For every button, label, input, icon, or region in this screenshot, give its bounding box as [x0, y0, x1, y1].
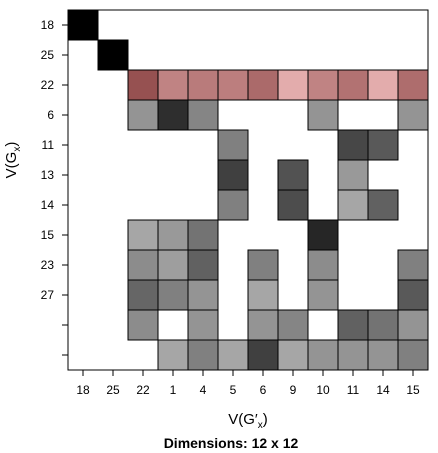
heatmap-cell — [217, 129, 249, 161]
heatmap-cell — [337, 309, 369, 341]
heatmap-cell — [187, 279, 219, 311]
heatmap-cell — [247, 69, 279, 101]
heatmap-cell — [127, 99, 159, 131]
heatmap-cell — [157, 249, 189, 281]
x-tick-label: 11 — [347, 383, 360, 397]
y-tick-label: 13 — [41, 168, 55, 182]
heatmap-cell — [277, 159, 309, 191]
heatmap-cell — [247, 339, 279, 371]
heatmap-cell — [337, 189, 369, 221]
heatmap-cell — [397, 279, 429, 311]
x-tick-label: 18 — [76, 383, 90, 397]
heatmap-cell — [127, 219, 159, 251]
x-tick-label: 25 — [106, 383, 120, 397]
heatmap-cell — [247, 309, 279, 341]
heatmap-cell — [247, 279, 279, 311]
heatmap-cell — [397, 69, 429, 101]
y-tick-label: 18 — [41, 18, 55, 32]
plot-frame — [67, 9, 429, 371]
heatmap-cell — [307, 99, 339, 131]
x-tick-label: 10 — [316, 383, 330, 397]
y-tick-label: 6 — [47, 108, 54, 122]
heatmap-cell — [337, 69, 369, 101]
heatmap-cell — [277, 189, 309, 221]
x-tick-label: 22 — [136, 383, 150, 397]
x-tick-label: 14 — [376, 383, 390, 397]
heatmap-cell — [397, 249, 429, 281]
heatmap-cell — [127, 69, 159, 101]
heatmap-cell — [157, 279, 189, 311]
heatmap-cell — [307, 339, 339, 371]
heatmap-cell — [127, 249, 159, 281]
y-tick-label: 14 — [41, 198, 55, 212]
x-tick-label: 6 — [260, 383, 267, 397]
heatmap-cell — [397, 309, 429, 341]
x-tick-label: 4 — [200, 383, 207, 397]
heatmap-cell — [307, 279, 339, 311]
heatmap-cell — [187, 309, 219, 341]
y-tick-label: 27 — [41, 288, 55, 302]
heatmap-cell — [337, 339, 369, 371]
heatmap-cell — [217, 189, 249, 221]
x-tick-label: 1 — [170, 383, 177, 397]
heatmap-cell — [397, 99, 429, 131]
heatmap-cell — [187, 339, 219, 371]
heatmap-cell — [157, 219, 189, 251]
heatmap-cell — [247, 249, 279, 281]
heatmap-cell — [157, 339, 189, 371]
heatmap-cell — [157, 69, 189, 101]
x-tick-label: 5 — [230, 383, 237, 397]
y-tick-label: 23 — [41, 258, 55, 272]
heatmap-cell — [217, 339, 249, 371]
heatmap-cell — [307, 219, 339, 251]
x-tick-label: 15 — [406, 383, 420, 397]
heatmap-cell — [187, 249, 219, 281]
heatmap-cell — [217, 159, 249, 191]
heatmap-cell — [337, 159, 369, 191]
heatmap-cell — [367, 69, 399, 101]
heatmap-cell — [307, 69, 339, 101]
heatmap-cell — [337, 129, 369, 161]
y-tick-label: 15 — [41, 228, 55, 242]
heatmap-cell — [67, 9, 99, 41]
heatmap-cell — [187, 69, 219, 101]
heatmap-cell — [157, 99, 189, 131]
x-axis-label: V(G′x) — [228, 411, 267, 431]
heatmap-cell — [277, 309, 309, 341]
y-tick-label: 11 — [42, 138, 55, 152]
heatmap-cell — [127, 309, 159, 341]
y-tick-label: 22 — [41, 78, 55, 92]
heatmap-cell — [277, 69, 309, 101]
heatmap-cell — [397, 339, 429, 371]
heatmap-cell — [367, 129, 399, 161]
heatmap-cell — [127, 279, 159, 311]
heatmap-cell — [187, 219, 219, 251]
heatmap-cell — [367, 189, 399, 221]
chart-caption: Dimensions: 12 x 12 — [164, 435, 299, 451]
x-tick-label: 9 — [290, 383, 297, 397]
heatmap-cell — [187, 99, 219, 131]
heatmap-cell — [217, 69, 249, 101]
heatmap-cell — [367, 309, 399, 341]
heatmap-cell — [367, 339, 399, 371]
y-axis-label: V(Gx) — [3, 142, 23, 179]
y-tick-label: 25 — [41, 48, 55, 62]
heatmap-cell — [277, 339, 309, 371]
heatmap-cell — [307, 249, 339, 281]
heatmap-cell — [97, 39, 129, 71]
